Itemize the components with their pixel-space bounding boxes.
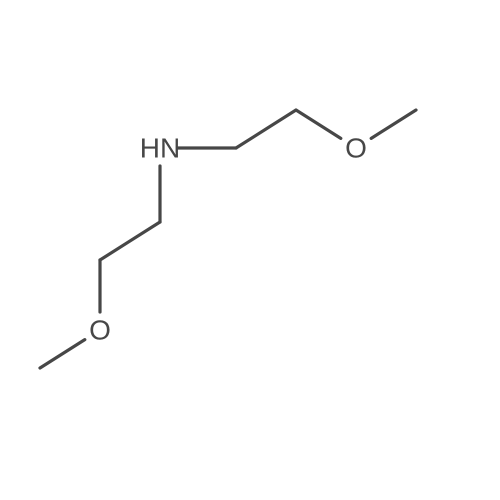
bond — [371, 110, 416, 138]
bond — [236, 110, 296, 148]
atom-label-N4: HN — [140, 133, 180, 164]
molecule-diagram: O HN O — [0, 0, 500, 500]
atom-label-O1: O — [89, 315, 111, 346]
bond — [100, 222, 160, 260]
bond — [296, 110, 341, 138]
atom-label-O7: O — [345, 133, 367, 164]
bond — [40, 340, 85, 368]
